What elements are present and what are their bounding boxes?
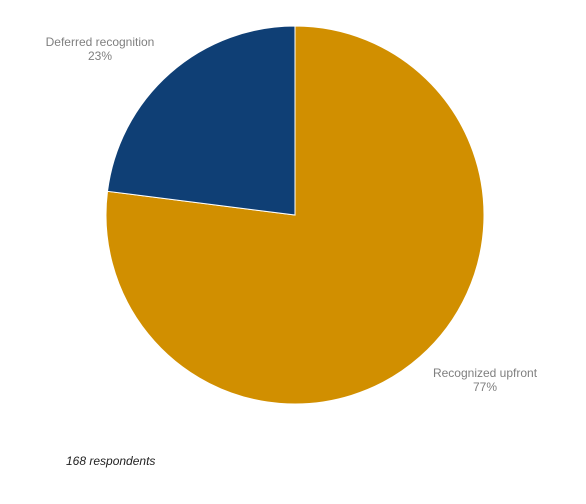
footnote: 168 respondents (66, 454, 155, 468)
slice-label: Deferred recognition (46, 35, 155, 49)
pie (105, 25, 485, 405)
pie-slice (106, 25, 296, 216)
slice-value-label: 77% (473, 380, 497, 394)
slice-label: Recognized upfront (433, 366, 538, 380)
slice-value-label: 23% (88, 49, 112, 63)
